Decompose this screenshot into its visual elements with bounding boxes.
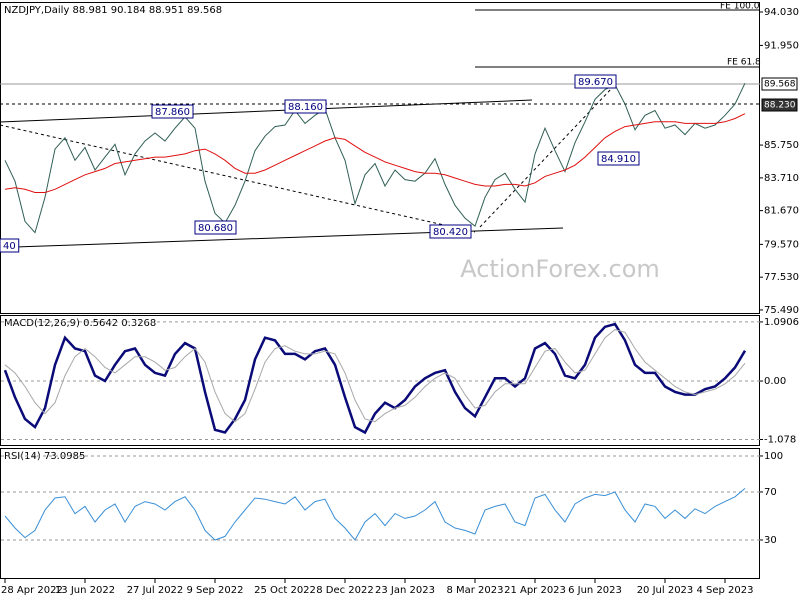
x-tick-label: 8 Mar 2023	[446, 585, 503, 596]
indicator-line	[4, 329, 746, 423]
annotation-box	[597, 151, 640, 166]
price-title: NZDJPY,Daily 88.981 90.184 88.951 89.568	[4, 5, 222, 16]
indicator-line	[3, 322, 747, 435]
price-label-text: 89.568	[764, 80, 796, 90]
annotation-label: 84.910	[601, 154, 636, 165]
y-tick-label: 70	[764, 487, 777, 498]
y-tick-label: 85.750	[764, 140, 799, 151]
annotation-box	[574, 74, 617, 89]
macd-title: MACD(12,26,9) 0.5642 0.3268	[4, 318, 156, 329]
x-tick-label: 6 Jun 2023	[568, 585, 622, 596]
annotation-box	[151, 104, 194, 119]
y-tick-label: 30	[764, 535, 777, 546]
y-tick-label: 94.030	[764, 7, 799, 18]
x-tick-label: 20 Jul 2023	[637, 585, 694, 596]
annotation: 80.420	[429, 224, 472, 239]
x-tick-label: 4 Sep 2023	[696, 585, 753, 596]
price-label-box	[761, 77, 798, 91]
trendline	[479, 87, 613, 228]
price-panel	[0, 2, 760, 314]
annotation-label: 80.680	[198, 223, 233, 234]
y-tick-label: 83.710	[764, 173, 799, 184]
y-tick-label: 75.490	[764, 305, 799, 316]
trendline	[14, 227, 564, 248]
rsi-title: RSI(14) 73.0985	[4, 451, 85, 462]
annotation: 89.670	[574, 74, 617, 89]
price-line	[4, 82, 746, 234]
annotation-box	[284, 99, 327, 114]
y-tick-label: 79.570	[764, 239, 799, 250]
annotation: 80.680	[194, 220, 237, 235]
annotation-label: 89.670	[578, 77, 613, 88]
y-tick-label: 91.950	[764, 40, 799, 51]
y-tick-label: 1.0906	[764, 317, 799, 328]
macd-panel	[0, 315, 760, 446]
x-tick-label: 13 Jun 2022	[55, 585, 115, 596]
annotation: 87.860	[151, 104, 194, 119]
x-tick-label: 8 Dec 2022	[316, 585, 374, 596]
y-tick-label: 77.530	[764, 272, 799, 283]
x-tick-label: 25 Oct 2022	[254, 585, 316, 596]
annotation-label: FE 100.0	[720, 2, 760, 12]
price-label-text: 88.230	[764, 101, 796, 111]
trendline	[0, 99, 533, 123]
annotation: 88.160	[284, 99, 327, 114]
annotation-label: 40	[3, 241, 16, 252]
annotation: 84.910	[597, 151, 640, 166]
x-tick-label: 23 Jan 2023	[375, 585, 435, 596]
indicator-line	[4, 488, 746, 541]
annotation-label: 80.420	[433, 227, 468, 238]
price-label-box	[761, 98, 798, 112]
y-tick-label: -1.078	[764, 434, 796, 445]
indicator-line	[4, 113, 746, 193]
rsi-panel	[0, 448, 760, 579]
annotation-label: 87.860	[155, 107, 190, 118]
x-tick-label: 9 Sep 2022	[186, 585, 243, 596]
drawings	[0, 9, 760, 248]
y-tick-label: 0.00	[764, 376, 786, 387]
price-label: 88.230	[761, 98, 798, 112]
annotation-label: 88.160	[288, 102, 323, 113]
x-tick-label: 28 Apr 2022	[1, 585, 63, 596]
annotation-label: FE 61.8	[727, 58, 761, 68]
annotation-box	[0, 238, 20, 253]
y-tick-label: 100	[764, 451, 783, 462]
x-tick-label: 27 Jul 2022	[127, 585, 184, 596]
annotation-box	[429, 224, 472, 239]
x-tick-label: 21 Apr 2023	[504, 585, 566, 596]
annotation: 40	[0, 238, 20, 253]
y-tick-label: 81.670	[764, 206, 799, 217]
price-label: 89.568	[761, 77, 798, 91]
annotation-box	[194, 220, 237, 235]
watermark: ActionForex.com	[460, 255, 660, 283]
